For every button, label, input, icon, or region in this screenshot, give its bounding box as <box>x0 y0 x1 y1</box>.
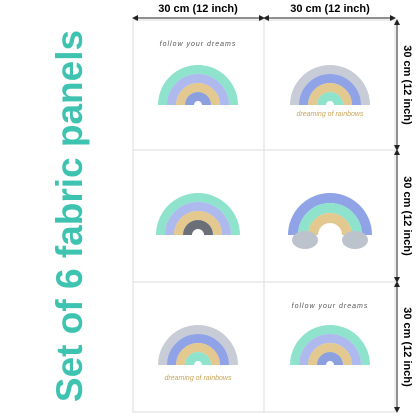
caption: dreaming of rainbows <box>297 111 364 118</box>
rainbow-band <box>308 343 352 366</box>
rainbow-band <box>317 92 343 106</box>
rainbow-band <box>290 325 370 366</box>
rainbows <box>156 65 372 366</box>
dimension-label: 30 cm (12 inch) <box>401 176 413 256</box>
rainbow-band <box>176 343 220 366</box>
rainbow-band <box>156 193 240 236</box>
rainbow-band <box>299 74 361 106</box>
rainbow-band <box>288 193 372 236</box>
caption: dreaming of rainbows <box>165 375 232 382</box>
rainbow-band <box>299 334 361 366</box>
cloud <box>342 231 368 249</box>
caption: follow your dreams <box>292 303 369 310</box>
rainbow-band <box>174 211 222 236</box>
rainbow-band <box>167 334 229 366</box>
rainbow-band <box>308 83 352 106</box>
rainbow-band <box>308 213 352 236</box>
dimension-label: 30 cm (12 inch) <box>401 45 413 125</box>
rainbow-band <box>176 83 220 106</box>
dimension-label: 30 cm (12 inch) <box>158 3 238 15</box>
dimension-label: 30 cm (12 inch) <box>290 3 370 15</box>
title: Set of 6 fabric panels <box>49 30 90 402</box>
rainbow-band <box>183 220 213 236</box>
rainbow-band <box>290 65 370 106</box>
rainbow-band <box>298 203 362 236</box>
rainbow-band <box>158 325 238 366</box>
rainbow-band <box>185 352 211 366</box>
dimension-label: 30 cm (12 inch) <box>401 307 413 387</box>
rainbow-band <box>165 202 231 236</box>
cloud <box>292 231 318 249</box>
rainbow-band <box>317 352 343 366</box>
caption: follow your dreams <box>160 41 237 48</box>
rainbow-band <box>185 92 211 106</box>
rainbow-band <box>167 74 229 106</box>
rainbow-band <box>158 65 238 106</box>
